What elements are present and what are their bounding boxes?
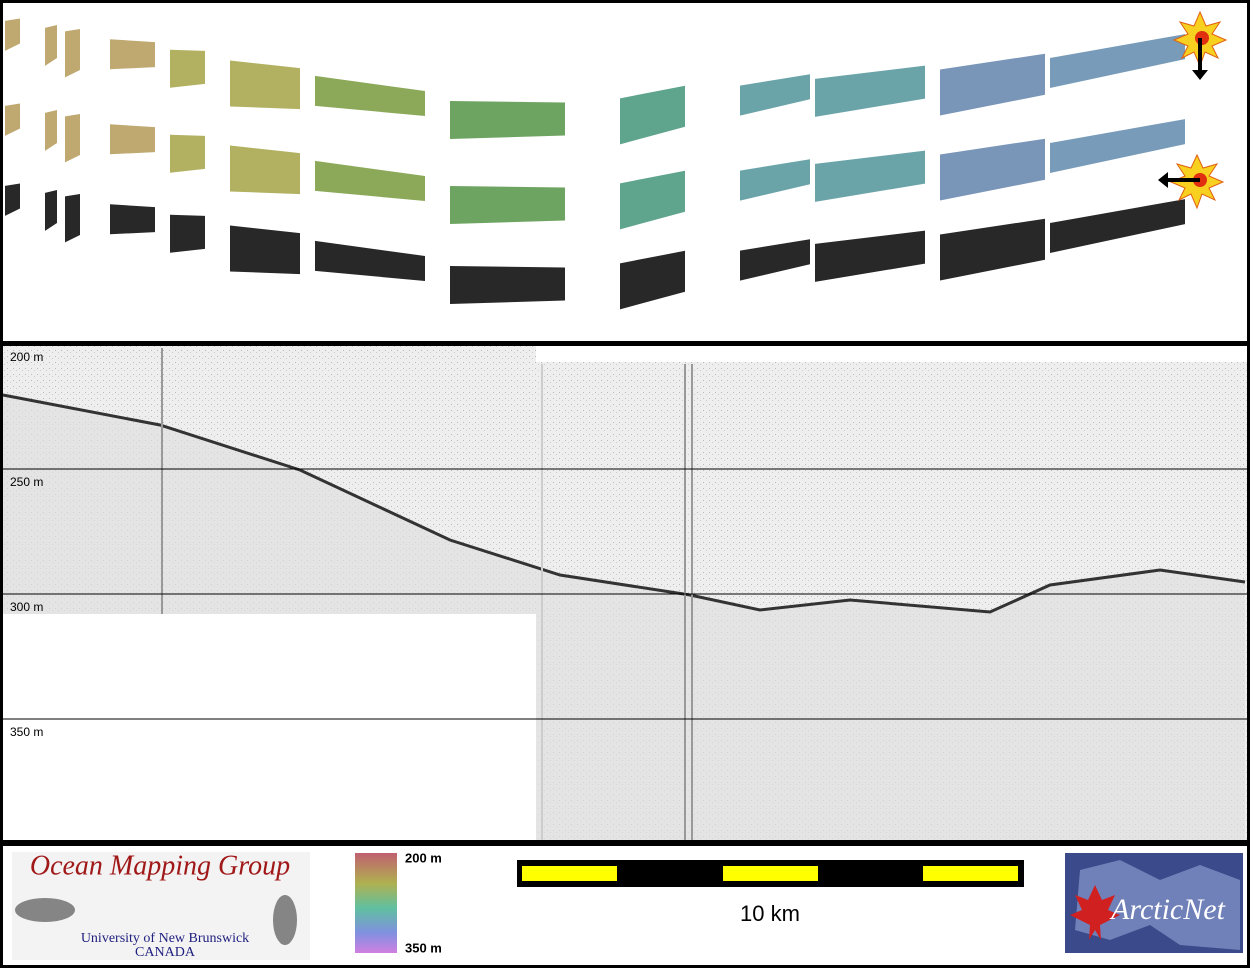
colorbar-label: 350 m xyxy=(405,940,442,955)
logo-university: University of New Brunswick xyxy=(81,931,249,946)
logo-country: CANADA xyxy=(135,945,196,960)
swath-patch xyxy=(740,74,810,116)
swath-patch xyxy=(620,250,685,310)
swath-patch xyxy=(170,49,205,88)
swath-patch xyxy=(620,170,685,230)
seabed-echo xyxy=(2,393,1246,614)
swath-patch xyxy=(170,214,205,253)
swath-patch xyxy=(940,53,1045,116)
scale-bar xyxy=(517,860,1024,887)
swath-patch xyxy=(5,18,20,51)
logo-map xyxy=(1075,860,1240,950)
logo-image xyxy=(273,895,297,945)
swath-patch xyxy=(940,138,1045,201)
logo-title: Ocean Mapping Group xyxy=(30,850,290,881)
swath-patch xyxy=(815,65,925,117)
swath-patch xyxy=(740,239,810,281)
swath-patch xyxy=(170,134,205,173)
noise-stripes xyxy=(161,348,693,840)
swath-patch xyxy=(5,183,20,216)
swath-patch xyxy=(65,114,80,163)
swath-patch xyxy=(45,24,57,66)
swath-patch xyxy=(65,194,80,243)
depth-label: 250 m xyxy=(10,475,43,489)
depth-grid xyxy=(3,468,1247,720)
swath-patch xyxy=(740,159,810,201)
colorbar-label: 200 m xyxy=(405,850,442,865)
swath-patch xyxy=(815,230,925,282)
swath-patch xyxy=(1050,34,1185,88)
swath-mosaics xyxy=(5,18,1185,310)
maple-leaf xyxy=(1070,885,1120,940)
swath-patch xyxy=(110,39,155,70)
swath-patch xyxy=(45,109,57,151)
swath-patch xyxy=(940,218,1045,281)
depth-label: 350 m xyxy=(10,725,43,739)
swath-patch xyxy=(450,101,565,139)
swath-patch xyxy=(815,150,925,202)
swath-patch xyxy=(620,85,685,145)
swath-patch xyxy=(1050,119,1185,173)
logo-image xyxy=(15,898,75,922)
partner-logo-text: ArcticNet xyxy=(1109,893,1226,926)
swath-patch xyxy=(315,75,425,116)
depth-label: 300 m xyxy=(10,600,43,614)
swath-patch xyxy=(315,240,425,281)
depth-label: 200 m xyxy=(10,350,43,364)
swath-patch xyxy=(230,225,300,275)
scale-label: 10 km xyxy=(740,901,800,926)
swath-patch xyxy=(45,189,57,231)
swath-patch xyxy=(315,160,425,201)
swath-patch xyxy=(5,103,20,136)
swath-patch xyxy=(230,145,300,195)
sun-icons xyxy=(1158,10,1228,210)
sub-bottom-scatter xyxy=(3,395,1245,840)
colorbar xyxy=(355,853,397,953)
swath-patch xyxy=(110,124,155,155)
swath-patch xyxy=(450,266,565,304)
swath-patch xyxy=(230,60,300,110)
swath-patch xyxy=(65,29,80,78)
swath-patch xyxy=(110,204,155,235)
swath-patch xyxy=(450,186,565,224)
depth-labels: 200 m 250 m 300 m 350 m xyxy=(10,350,43,739)
swath-patch xyxy=(1050,199,1185,253)
